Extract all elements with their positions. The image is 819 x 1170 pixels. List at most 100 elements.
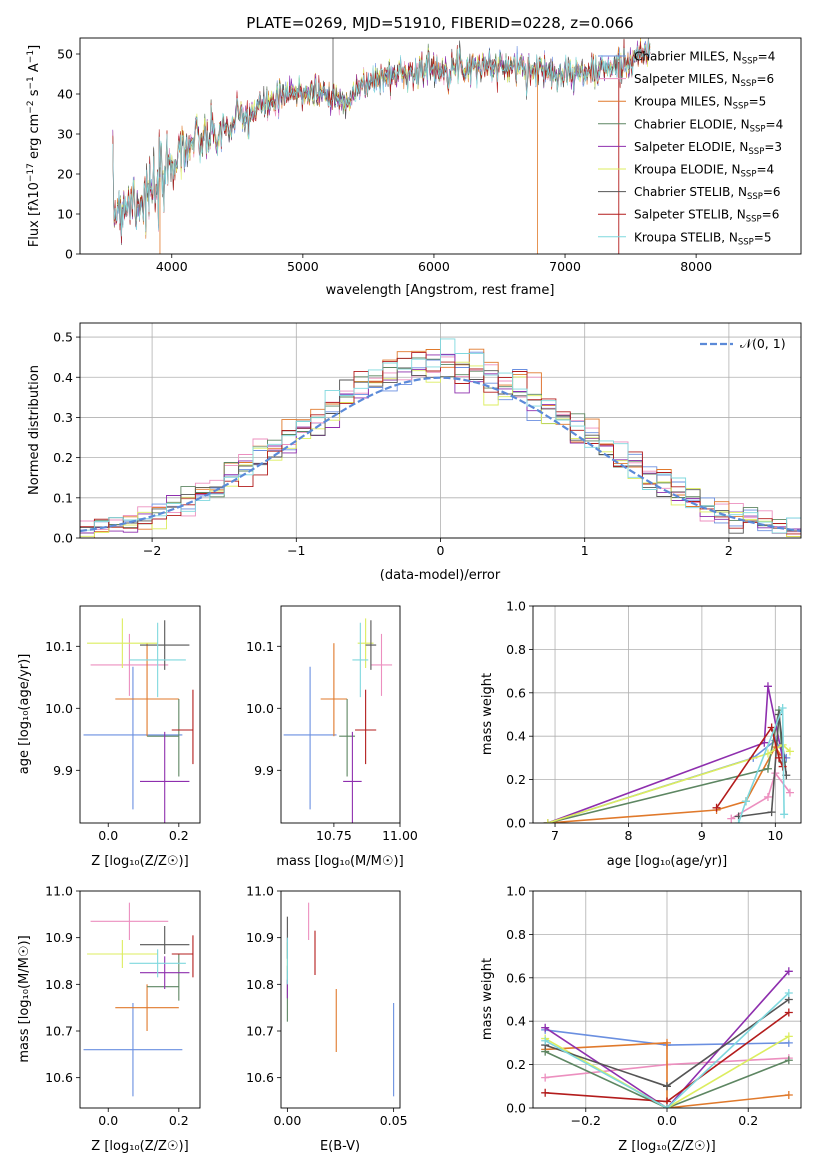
mE-xlabel: E(B-V) xyxy=(320,1139,360,1154)
weight-line-salpeter_miles xyxy=(730,771,791,820)
plot-area xyxy=(112,38,651,254)
y-tick-label: 1.0 xyxy=(506,599,526,614)
y-tick-label: 10.1 xyxy=(45,639,73,654)
weight-marker-kroupa_stelib xyxy=(778,703,787,712)
spectrum-ylabel-h: −1 xyxy=(26,50,36,63)
y-tick-label: 9.9 xyxy=(254,763,274,778)
legend-label-kroupa_elodie: Kroupa ELODIE, NSSP=4 xyxy=(634,163,774,180)
weight-marker-kroupa_elodie xyxy=(543,819,552,823)
plot-area xyxy=(543,682,794,823)
y-tick-label: 10.8 xyxy=(45,977,73,992)
weight-marker-kroupa_elodie xyxy=(784,1032,793,1041)
spectrum-ylabel-i: ] xyxy=(27,45,42,50)
y-tick-label: 0.2 xyxy=(506,772,526,787)
legend-text: Kroupa ELODIE, N xyxy=(634,163,741,177)
legend-value: =4 xyxy=(756,163,774,177)
y-tick-label: 0.6 xyxy=(506,685,526,700)
legend-value: =4 xyxy=(758,50,776,64)
y-tick-label: 10.0 xyxy=(45,701,73,716)
y-tick-label: 0.3 xyxy=(53,410,73,425)
y-tick-label: 10.6 xyxy=(246,1070,274,1085)
spectrum-xlabel: wavelength [Angstrom, rest frame] xyxy=(326,283,555,298)
y-tick-label: 10.1 xyxy=(246,639,274,654)
x-tick-label: 11.00 xyxy=(382,828,418,843)
weight-marker-salpeter_elodie xyxy=(541,1023,550,1032)
spectrum-ylabel-e: s xyxy=(27,89,42,100)
legend-value: =6 xyxy=(762,208,780,222)
plot-area xyxy=(541,967,793,1108)
weight-line-kroupa_elodie xyxy=(547,743,791,823)
plot-area xyxy=(83,902,194,1097)
weight-line-chabrier_miles xyxy=(547,739,787,823)
x-tick-label: 8 xyxy=(624,828,632,843)
plot-area xyxy=(286,902,395,1097)
weight-marker-kroupa_elodie xyxy=(785,747,794,756)
legend-sub: SSP xyxy=(748,147,764,157)
y-tick-label: 0.0 xyxy=(506,1101,526,1116)
legend-sub: SSP xyxy=(750,124,766,134)
x-tick-label: 0.2 xyxy=(169,1113,189,1128)
x-tick-label: 0 xyxy=(437,543,445,558)
plot-area xyxy=(283,618,393,823)
weight-vs-metallicity-panel: −0.2 0.0 0.2 0.0 0.2 0.4 0.6 0.8 1.0 xyxy=(506,884,802,1128)
legend-label-salpeter_stelib: Salpeter STELIB, NSSP=6 xyxy=(634,208,779,225)
gaussian-curve xyxy=(80,376,801,533)
legend-sub: SSP xyxy=(733,102,749,112)
ageM-xlabel: mass [log₁₀(M/M☉)] xyxy=(276,854,403,869)
x-tick-label: −0.2 xyxy=(571,1113,601,1128)
x-tick-label: 9 xyxy=(698,828,706,843)
legend-text: Salpeter MILES, N xyxy=(634,72,741,86)
y-tick-label: 9.9 xyxy=(53,763,73,778)
x-tick-label: 7 xyxy=(551,828,559,843)
weight-marker-salpeter_elodie xyxy=(784,967,793,976)
weight-marker-kroupa_stelib xyxy=(541,1036,550,1045)
legend-value: =5 xyxy=(749,95,767,109)
x-tick-label: 6000 xyxy=(418,259,450,274)
y-tick-label: 0.0 xyxy=(53,531,73,546)
x-tick-label: 0.0 xyxy=(98,1113,118,1128)
y-tick-label: 11.0 xyxy=(246,884,274,899)
legend-text: Chabrier ELODIE, N xyxy=(634,117,750,131)
weight-line-kroupa_stelib xyxy=(737,707,785,823)
ageZ-ylabel: age [log₁₀(age/yr)] xyxy=(17,654,32,775)
legend-sub: SSP xyxy=(741,79,757,89)
weight-line-chabrier_elodie xyxy=(544,1050,790,1108)
weight-marker-chabrier_stelib xyxy=(767,808,776,817)
x-tick-label: 4000 xyxy=(156,259,188,274)
y-tick-label: 20 xyxy=(57,167,73,182)
weight-marker-kroupa_stelib xyxy=(780,810,789,819)
histogram-kroupa_stelib xyxy=(80,338,801,538)
weight-marker-chabrier_elodie xyxy=(784,1056,793,1065)
y-tick-label: 0.8 xyxy=(506,642,526,657)
legend-text: Salpeter ELODIE, N xyxy=(634,140,748,154)
legend-text: Chabrier MILES, N xyxy=(634,50,742,64)
y-tick-label: 10.9 xyxy=(246,930,274,945)
x-tick-label: −1 xyxy=(287,543,305,558)
y-tick-label: 40 xyxy=(57,87,73,102)
legend-label-gaussian: 𝒩(0, 1) xyxy=(740,336,786,351)
x-tick-label: 1 xyxy=(581,543,589,558)
y-tick-label: 10.9 xyxy=(45,930,73,945)
y-tick-label: 10.7 xyxy=(246,1024,274,1039)
axes-frame xyxy=(280,605,401,824)
y-tick-label: 0.0 xyxy=(506,816,526,831)
ageZ-xlabel: Z [log₁₀(Z/Z☉)] xyxy=(91,854,188,869)
y-tick-label: 0.5 xyxy=(53,330,73,345)
spectrum-panel: 4000 5000 6000 7000 8000 0 10 20 30 40 50 Chabrier … xyxy=(57,37,802,274)
residuals-ylabel: Normed distribution xyxy=(27,365,42,495)
weight-marker-salpeter_elodie xyxy=(763,682,772,691)
y-tick-label: 30 xyxy=(57,127,73,142)
legend-label-salpeter_miles: Salpeter MILES, NSSP=6 xyxy=(634,72,774,89)
legend-label-chabrier_stelib: Chabrier STELIB, NSSP=6 xyxy=(634,185,781,202)
weight-marker-kroupa_stelib xyxy=(741,797,750,806)
wAge-ylabel: mass weight xyxy=(480,673,495,755)
weight-marker-kroupa_miles xyxy=(784,1090,793,1099)
y-tick-label: 10.0 xyxy=(246,701,274,716)
weight-marker-chabrier_elodie xyxy=(763,764,772,773)
y-tick-label: 0.2 xyxy=(53,450,73,465)
histogram-chabrier_stelib xyxy=(80,363,801,538)
legend-label-chabrier_miles: Chabrier MILES, NSSP=4 xyxy=(634,50,775,67)
x-tick-label: 0.0 xyxy=(98,828,118,843)
x-tick-label: 10.75 xyxy=(316,828,352,843)
